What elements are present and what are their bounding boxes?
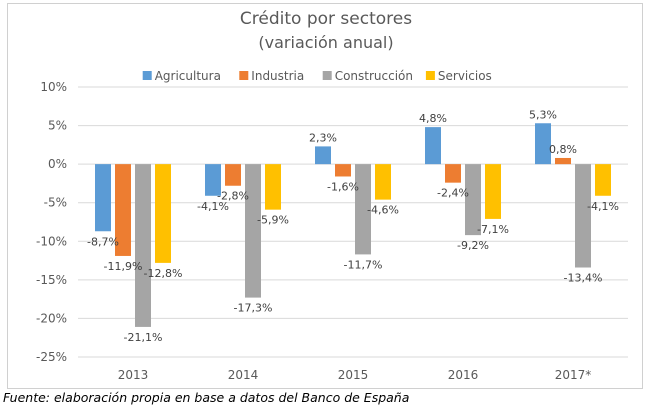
data-label: -9,2% — [457, 239, 489, 252]
data-label: -5,9% — [257, 214, 289, 227]
bar-industria — [335, 164, 351, 177]
legend: Agricultura Industria Construcción Servicio… — [142, 69, 492, 83]
bar-agricultura — [315, 146, 331, 165]
bars — [95, 123, 611, 327]
legend-swatch — [142, 71, 152, 80]
data-label: -17,3% — [234, 302, 273, 315]
legend-swatch — [425, 71, 435, 80]
data-label: -8,7% — [87, 235, 119, 248]
data-label: -7,1% — [477, 223, 509, 236]
bar-construcción — [465, 164, 481, 236]
bar-construcción — [355, 164, 371, 255]
bar-construcción — [575, 164, 591, 268]
y-tick-label: -15% — [36, 273, 67, 287]
data-label: 0,8% — [549, 143, 577, 156]
data-label: -4,6% — [367, 204, 399, 217]
x-tick-label: 2013 — [118, 368, 149, 382]
x-tick-label: 2014 — [228, 368, 259, 382]
data-label: -4,1% — [197, 200, 229, 213]
bar-agricultura — [535, 123, 551, 165]
bar-industria — [225, 164, 241, 186]
bar-agricultura — [95, 164, 111, 232]
y-tick-label: 10% — [40, 80, 67, 94]
legend-label: Construcción — [335, 69, 413, 83]
x-tick-label: 2016 — [448, 368, 479, 382]
legend-label: Agricultura — [155, 69, 221, 83]
legend-swatch — [239, 71, 249, 80]
legend-swatch — [322, 71, 332, 80]
data-label: -1,6% — [327, 180, 359, 193]
bar-servicios — [595, 164, 611, 196]
data-label: 5,3% — [529, 108, 557, 121]
bar-industria — [555, 157, 571, 165]
data-label: -2,4% — [437, 187, 469, 200]
data-label: -11,7% — [344, 258, 383, 271]
data-label: -13,4% — [564, 272, 603, 285]
bar-construcción — [135, 164, 151, 327]
data-label: -2,8% — [217, 190, 249, 203]
bar-servicios — [375, 164, 391, 200]
y-axis: 10% 5% 0% -5% -10% -15% -20% -25% — [36, 80, 67, 364]
data-label: 2,3% — [309, 131, 337, 144]
chart-frame — [7, 3, 643, 389]
bar-servicios — [155, 164, 171, 263]
y-tick-label: 5% — [48, 119, 67, 133]
bar-construcción — [245, 164, 261, 298]
y-tick-label: -25% — [36, 350, 67, 364]
data-label: -4,1% — [587, 200, 619, 213]
source-note: Fuente: elaboración propia en base a dat… — [3, 390, 410, 405]
legend-label: Industria — [251, 69, 304, 83]
y-tick-label: -20% — [36, 311, 67, 325]
chart-subtitle: (variación anual) — [258, 33, 393, 52]
data-label: -12,8% — [144, 267, 183, 280]
y-tick-label: -5% — [44, 196, 67, 210]
y-tick-label: -10% — [36, 234, 67, 248]
legend-label: Servicios — [438, 69, 492, 83]
x-tick-label: 2015 — [338, 368, 369, 382]
bar-agricultura — [425, 127, 441, 165]
data-label: 4,8% — [419, 112, 447, 125]
chart-title: Crédito por sectores — [240, 9, 412, 29]
bar-industria — [115, 164, 131, 256]
data-label: -21,1% — [124, 331, 163, 344]
bar-industria — [445, 164, 461, 183]
x-axis: 2013 2014 2015 2016 2017* — [118, 368, 592, 382]
bar-agricultura — [205, 164, 221, 196]
bar-servicios — [485, 164, 501, 219]
y-tick-label: 0% — [48, 157, 67, 171]
data-labels: -8,7%-11,9%-21,1%-12,8%-4,1%-2,8%-17,3%-… — [87, 108, 619, 344]
data-label: -11,9% — [104, 260, 143, 273]
x-tick-label: 2017* — [555, 368, 592, 382]
bar-servicios — [265, 164, 281, 210]
